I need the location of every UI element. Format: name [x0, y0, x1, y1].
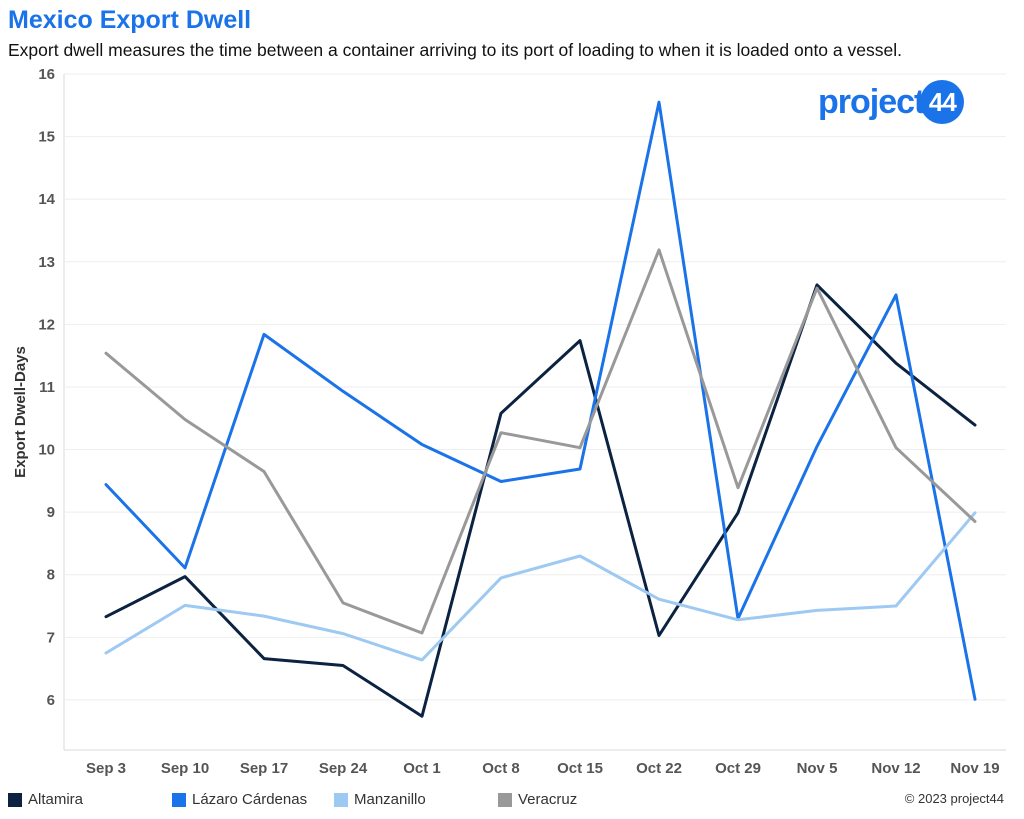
legend-swatch — [8, 792, 22, 807]
y-tick-label: 15 — [38, 129, 55, 146]
legend-item: Veracruz — [498, 791, 577, 808]
legend-label: Altamira — [28, 791, 84, 808]
x-tick-label: Nov 12 — [871, 760, 920, 777]
logo-badge: 44 — [920, 80, 965, 124]
y-tick-label: 9 — [47, 504, 55, 521]
chart-subtitle: Export dwell measures the time between a… — [8, 40, 902, 60]
project44-logo: project 44 — [818, 80, 965, 124]
x-tick-label: Sep 17 — [240, 760, 288, 777]
x-tick-label: Oct 15 — [557, 760, 603, 777]
y-tick-label: 7 — [47, 629, 55, 646]
series-line-veracruz — [104, 248, 977, 635]
x-tick-label: Nov 19 — [950, 760, 999, 777]
y-tick-label: 12 — [38, 316, 55, 333]
x-tick-label: Oct 8 — [482, 760, 520, 777]
x-tick-label: Sep 10 — [161, 760, 209, 777]
line-chart: 6 7 8 9 10 11 12 13 14 15 16 Export Dwell-Days Sep 3… — [12, 66, 1006, 777]
x-tick-label: Sep 24 — [319, 760, 368, 777]
y-tick-label: 6 — [47, 692, 55, 709]
legend-label: Veracruz — [518, 791, 578, 808]
series-line-lazaro-cardenas — [104, 100, 977, 701]
legend-label: Lázaro Cárdenas — [192, 791, 308, 808]
y-tick-label: 13 — [38, 254, 55, 271]
x-tick-label: Oct 1 — [403, 760, 441, 777]
y-tick-label: 16 — [38, 66, 55, 83]
legend-swatch — [498, 792, 512, 807]
y-tick-label: 11 — [39, 379, 55, 396]
x-tick-label: Sep 3 — [86, 760, 126, 777]
x-tick-label: Oct 22 — [636, 760, 682, 777]
y-axis-label: Export Dwell-Days — [12, 346, 29, 478]
series-line-manzanillo — [104, 511, 977, 662]
y-tick-label: 14 — [38, 191, 55, 208]
legend-item: Lázaro Cárdenas — [172, 791, 307, 808]
series-line-altamira — [104, 283, 977, 718]
x-tick-label: Oct 29 — [715, 760, 761, 777]
legend-label: Manzanillo — [354, 791, 426, 808]
copyright: © 2023 project44 — [904, 791, 1004, 806]
legend-swatch — [334, 792, 348, 807]
logo-word: project — [818, 83, 925, 121]
legend-item: Altamira — [8, 791, 83, 808]
y-tick-label: 10 — [38, 442, 55, 459]
legend-swatch — [172, 792, 186, 807]
legend-item: Manzanillo — [334, 791, 426, 808]
y-tick-label: 8 — [47, 567, 55, 584]
x-tick-label: Nov 5 — [797, 760, 838, 777]
chart-title: Mexico Export Dwell — [8, 6, 252, 34]
legend: Altamira Lázaro Cárdenas Manzanillo Veracru… — [0, 791, 1024, 811]
